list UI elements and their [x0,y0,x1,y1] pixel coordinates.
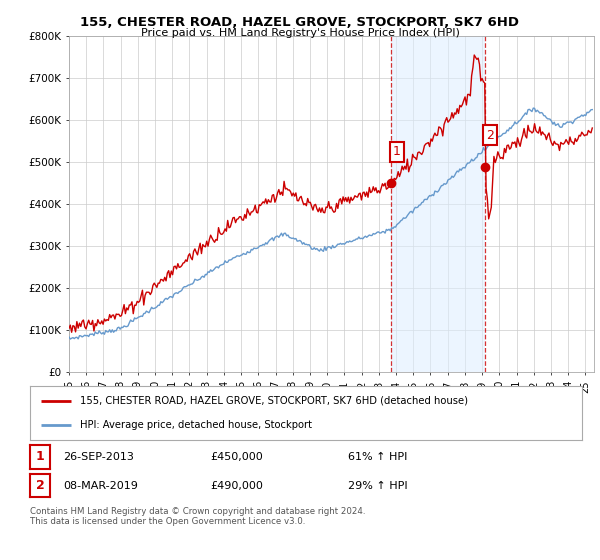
Text: 1: 1 [35,450,44,464]
Text: £490,000: £490,000 [210,480,263,491]
Text: 155, CHESTER ROAD, HAZEL GROVE, STOCKPORT, SK7 6HD: 155, CHESTER ROAD, HAZEL GROVE, STOCKPOR… [80,16,520,29]
Text: 61% ↑ HPI: 61% ↑ HPI [348,452,407,462]
Text: 1: 1 [392,146,401,158]
Text: Contains HM Land Registry data © Crown copyright and database right 2024.
This d: Contains HM Land Registry data © Crown c… [30,507,365,526]
Text: £450,000: £450,000 [210,452,263,462]
Bar [391,36,485,372]
Text: 2: 2 [35,479,44,492]
Text: 08-MAR-2019: 08-MAR-2019 [63,480,138,491]
Text: 29% ↑ HPI: 29% ↑ HPI [348,480,407,491]
Text: 26-SEP-2013: 26-SEP-2013 [63,452,134,462]
Text: 155, CHESTER ROAD, HAZEL GROVE, STOCKPORT, SK7 6HD (detached house): 155, CHESTER ROAD, HAZEL GROVE, STOCKPOR… [80,396,467,406]
Text: HPI: Average price, detached house, Stockport: HPI: Average price, detached house, Stoc… [80,420,311,430]
Text: 2: 2 [487,129,494,142]
Text: Price paid vs. HM Land Registry's House Price Index (HPI): Price paid vs. HM Land Registry's House … [140,28,460,38]
